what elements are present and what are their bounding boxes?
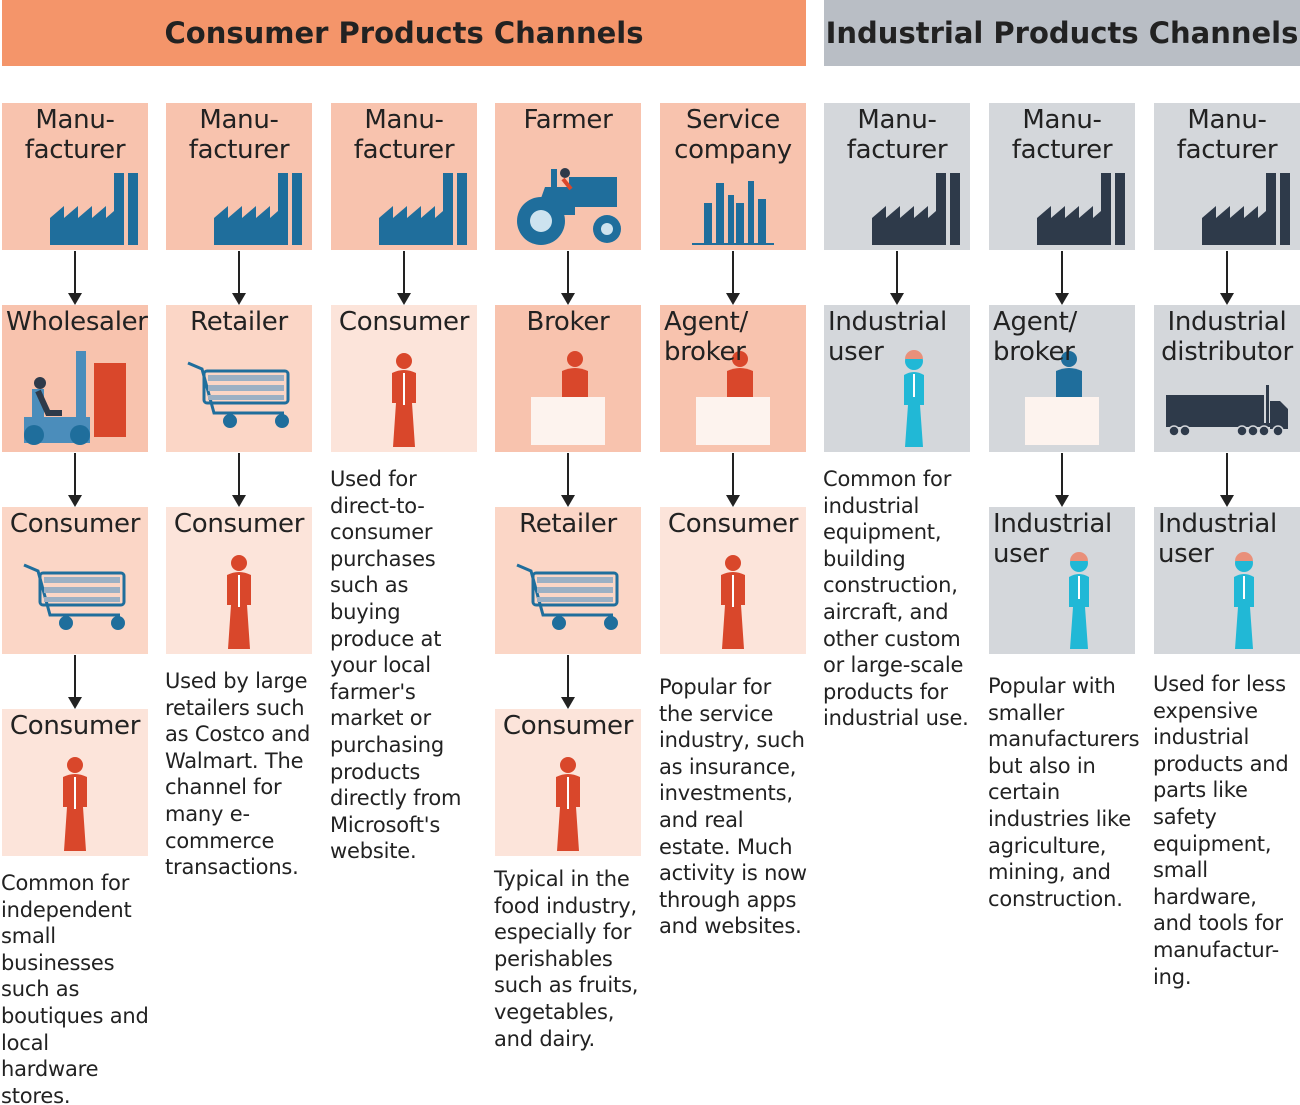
channel-box: Agent/ broker [989,305,1135,452]
factory-icon [379,173,467,245]
channel-box-label: Manu- facturer [1176,105,1278,165]
channel-box-label: Agent/ broker [993,307,1077,367]
flow-arrow [561,251,575,305]
channel-box-label: Retailer [190,307,288,337]
factory-icon [1202,173,1290,245]
channel-box-label: Service company [674,105,792,165]
forklift-icon [24,351,126,445]
channel-description: Typical in the food industry, especially… [494,867,639,1051]
channel-box: Consumer [331,305,477,452]
channel-box: Manu- facturer [166,103,312,250]
channel-box: Consumer [660,507,806,654]
channel-box-label: Industrial user [828,307,947,367]
factory-icon [214,173,302,245]
channel-box-label: Industrial distributor [1161,307,1293,367]
industrial-worker-icon [904,350,924,447]
channel-box-label: Consumer [338,307,470,337]
channel-box: Manu- facturer [1154,103,1300,250]
flow-arrow [890,251,904,305]
flow-arrow [1220,251,1234,305]
shopping-cart-icon [516,563,619,630]
flow-arrow [561,453,575,507]
flow-arrow [726,251,740,305]
factory-icon [872,173,960,245]
channel-box: Retailer [495,507,641,654]
shopping-cart-icon [23,563,126,630]
channel-box: Agent/ broker [660,305,806,452]
channel-box-label: Agent/ broker [664,307,748,367]
consumer-person-icon [721,555,745,649]
channel-box-label: Consumer [173,509,305,539]
consumer-person-icon [556,757,580,851]
channel-box-label: Industrial user [993,509,1112,569]
industrial-worker-icon [1069,552,1089,649]
broker-desk-icon [531,351,605,445]
consumer-channels-header: Consumer Products Channels [2,0,806,66]
truck-icon [1166,385,1288,437]
bar-chart-icon [692,181,774,245]
channel-box: Manu- facturer [989,103,1135,250]
channel-description: Used by large retailers such as Costco a… [165,669,311,880]
channel-box-label: Broker [526,307,610,337]
channel-description: Used for direct-to-consumer purchases su… [330,467,462,864]
channel-box: Broker [495,305,641,452]
flow-arrow [68,251,82,305]
flow-arrow [561,655,575,709]
flow-arrow [397,251,411,305]
channel-box-label: Wholesaler [6,307,148,337]
channel-box-label: Manu- facturer [846,105,948,165]
factory-icon [1037,173,1125,245]
channel-description: Common for independent small businesses … [1,871,149,1105]
channel-description: Popular for the service industry, such a… [659,675,807,939]
channel-box: Industrial user [824,305,970,452]
flow-arrow [726,453,740,507]
channel-box-label: Industrial user [1158,509,1277,569]
channel-box: Industrial user [1154,507,1300,654]
flow-arrow [1055,251,1069,305]
channel-box-label: Manu- facturer [353,105,455,165]
channel-box: Farmer [495,103,641,250]
channel-box: Service company [660,103,806,250]
channel-box: Consumer [2,709,148,856]
channel-box: Manu- facturer [824,103,970,250]
broker-desk-icon [1025,351,1099,445]
channel-box-label: Manu- facturer [188,105,290,165]
channel-box-label: Manu- facturer [1011,105,1113,165]
channel-box-label: Farmer [523,105,613,135]
channel-box-label: Consumer [9,711,141,741]
channel-box: Consumer [2,507,148,654]
channel-box: Wholesaler [2,305,148,452]
flow-arrow [68,453,82,507]
channel-box: Manu- facturer [2,103,148,250]
industrial-channels-header: Industrial Products Channels [824,0,1300,66]
channel-box-label: Consumer [502,711,634,741]
flow-arrow [232,453,246,507]
channel-description: Used for less expensive industrial produ… [1153,672,1289,989]
channel-box: Manu- facturer [331,103,477,250]
flow-arrow [1055,453,1069,507]
channel-box: Consumer [495,709,641,856]
channel-box-label: Manu- facturer [24,105,126,165]
tractor-icon [517,168,621,245]
flow-arrow [232,251,246,305]
channel-box: Industrial distributor [1154,305,1300,452]
channel-box-label: Consumer [667,509,799,539]
industrial-worker-icon [1234,552,1254,649]
consumer-person-icon [227,555,251,649]
channel-box-label: Retailer [519,509,617,539]
channel-description: Popular with smaller manufacturers but a… [988,674,1140,911]
channel-description: Common for industrial equipment, buildin… [823,467,969,731]
channel-box: Industrial user [989,507,1135,654]
factory-icon [50,173,138,245]
shopping-cart-icon [187,361,290,428]
flow-arrow [68,655,82,709]
broker-desk-icon [696,351,770,445]
channel-box: Consumer [166,507,312,654]
channel-box: Retailer [166,305,312,452]
consumer-person-icon [63,757,87,851]
consumer-person-icon [392,353,416,447]
flow-arrow [1220,453,1234,507]
channel-box-label: Consumer [9,509,141,539]
